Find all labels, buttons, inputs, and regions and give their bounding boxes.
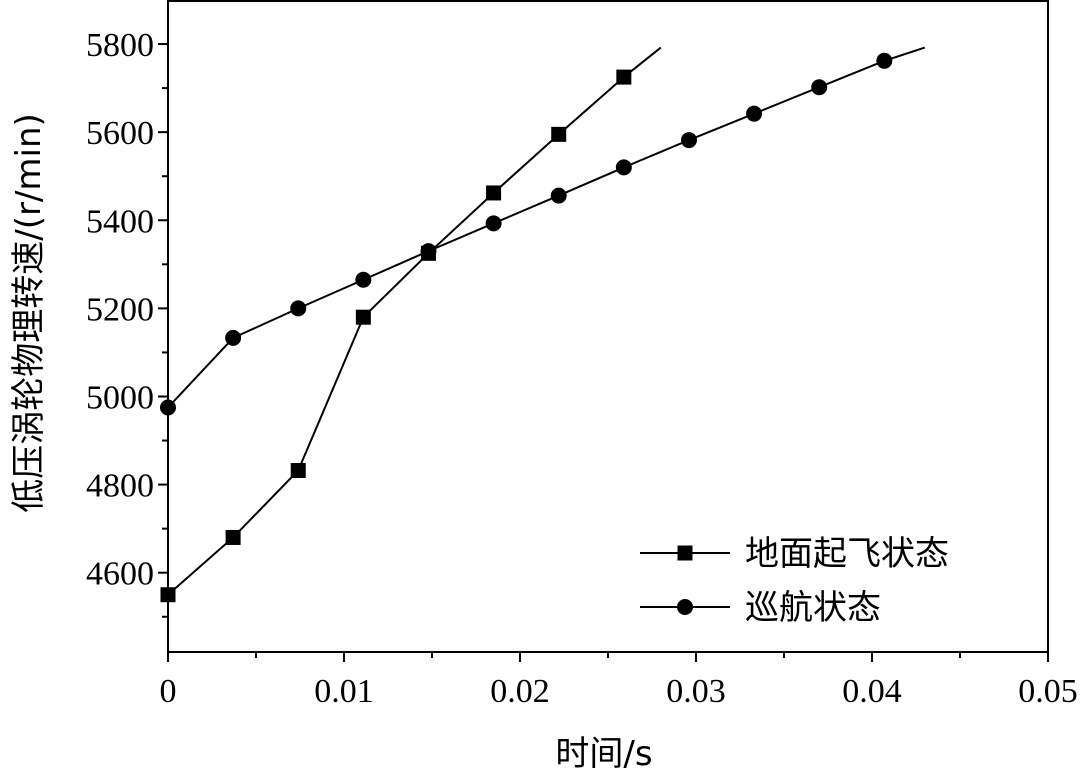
y-tick-label: 5200 xyxy=(86,291,154,328)
series-1 xyxy=(160,46,662,603)
y-axis-title: 低压涡轮物理转速/(r/min) xyxy=(9,113,49,513)
x-tick-label: 0.01 xyxy=(314,673,374,710)
data-point xyxy=(550,187,567,204)
legend-marker xyxy=(677,545,693,561)
data-point xyxy=(485,215,502,232)
x-tick-label: 0 xyxy=(160,673,177,710)
legend-label: 地面起飞状态 xyxy=(745,534,949,574)
data-point xyxy=(355,271,372,288)
series-2 xyxy=(160,46,926,416)
y-tick-label: 5400 xyxy=(86,203,154,240)
data-point xyxy=(486,185,502,201)
data-point xyxy=(876,52,893,69)
legend-label: 巡航状态 xyxy=(745,588,881,628)
data-point xyxy=(615,159,632,176)
ticks: 0 0.01 0.02 0.03 0.04 0.05 4600 4800 5000 5200 540… xyxy=(86,27,1078,710)
series-line xyxy=(167,46,926,409)
data-point xyxy=(160,587,176,603)
data-point xyxy=(680,132,697,149)
data-point xyxy=(420,243,437,260)
series-group xyxy=(160,46,926,603)
data-point xyxy=(551,126,567,142)
data-point xyxy=(225,529,241,545)
data-point xyxy=(290,300,307,317)
y-tick-label: 5600 xyxy=(86,115,154,152)
x-tick-label: 0.05 xyxy=(1018,673,1078,710)
data-point xyxy=(160,399,176,416)
data-point xyxy=(616,69,632,85)
series-line xyxy=(167,46,662,596)
legend-marker xyxy=(677,599,693,615)
legend-entry-2: 巡航状态 xyxy=(640,588,881,628)
data-point xyxy=(811,79,828,96)
y-tick-label: 5000 xyxy=(86,379,154,416)
data-point xyxy=(225,329,242,346)
x-axis-title: 时间/s xyxy=(555,734,652,774)
data-point xyxy=(746,105,763,122)
data-point xyxy=(290,462,306,478)
data-point xyxy=(355,309,371,325)
y-tick-label: 4600 xyxy=(86,556,154,593)
x-tick-label: 0.03 xyxy=(666,673,726,710)
y-tick-label: 4800 xyxy=(86,468,154,505)
y-tick-label: 5800 xyxy=(86,27,154,64)
x-tick-label: 0.04 xyxy=(842,673,902,710)
legend-entry-1: 地面起飞状态 xyxy=(640,534,949,574)
x-tick-label: 0.02 xyxy=(490,673,550,710)
